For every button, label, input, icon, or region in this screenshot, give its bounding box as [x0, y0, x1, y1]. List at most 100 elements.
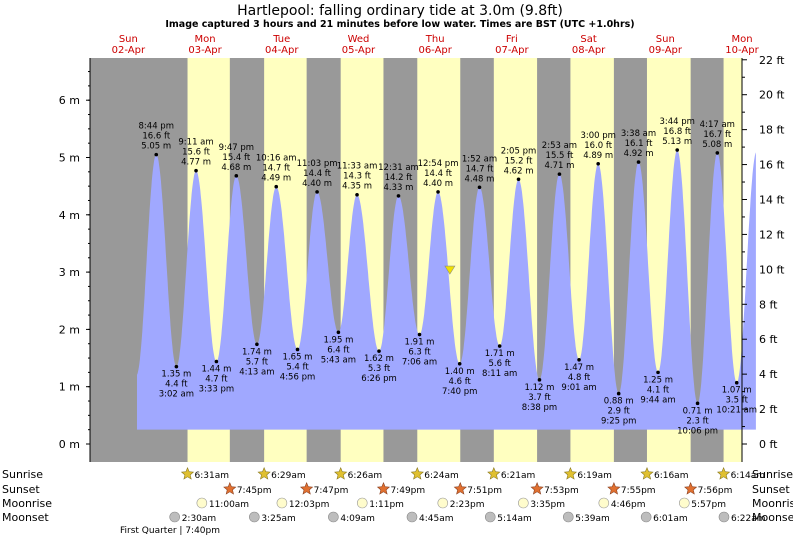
tide-label: 15.4 ft: [222, 153, 250, 163]
tide-label: 4.49 m: [261, 174, 291, 184]
moonrise-time: 5:57pm: [691, 500, 726, 510]
tide-label: 1.91 m: [405, 338, 435, 348]
moonset-time: 3:25am: [261, 514, 296, 524]
sunrise-icon: [640, 467, 654, 480]
tide-point: [355, 192, 359, 197]
row-label-right: Moonset: [752, 511, 793, 524]
tide-label: 3:02 am: [159, 390, 194, 400]
sunset-icon: [376, 482, 391, 495]
tide-point: [656, 370, 660, 375]
tide-label: 5.13 m: [662, 137, 692, 147]
sunrise-icon: [257, 467, 271, 480]
tide-point: [537, 378, 542, 382]
tide-label: 1.07 m: [722, 386, 752, 396]
right-tick-label: 4 ft: [759, 368, 778, 381]
tide-label: 2.9 ft: [607, 407, 630, 417]
tide-point: [396, 194, 401, 198]
tide-label: 16.1 ft: [625, 139, 653, 149]
tide-label: 4.6 ft: [448, 377, 471, 387]
tide-label: 6.3 ft: [408, 348, 431, 358]
day-name: Mon: [731, 34, 752, 45]
tide-point: [596, 162, 600, 166]
moonset-icon: [484, 511, 496, 523]
sunset-time: 7:53pm: [544, 486, 579, 496]
tide-label: 4.8 ft: [568, 373, 591, 383]
sunrise-icon: [410, 467, 424, 480]
tide-label: 8:44 pm: [139, 122, 174, 132]
right-tick-label: 0 ft: [759, 438, 778, 451]
tide-point: [497, 344, 502, 348]
moonrise-icon: [437, 497, 449, 509]
tide-point: [695, 401, 700, 406]
tide-label: 15.5 ft: [546, 151, 574, 161]
sunset-time: 7:55pm: [621, 486, 656, 496]
tide-point: [715, 151, 720, 155]
tide-label: 6.4 ft: [327, 345, 350, 355]
row-label-left: Sunrise: [2, 468, 43, 481]
chart-subtitle: Image captured 3 hours and 21 minutes be…: [165, 19, 634, 30]
day-date: 10-Apr: [725, 45, 759, 56]
sunrise-time: 6:24am: [424, 471, 459, 481]
tide-label: 5.4 ft: [286, 362, 309, 372]
moonrise-icon: [276, 497, 288, 509]
tide-label: 14.3 ft: [343, 172, 371, 182]
left-tick-label: 1 m: [59, 381, 80, 394]
sunrise-time: 6:19am: [577, 471, 612, 481]
tide-label: 3:00 pm: [580, 131, 615, 141]
tide-point: [616, 391, 621, 396]
moonset-icon: [249, 511, 260, 523]
tide-label: 1.44 m: [201, 364, 231, 374]
tide-label: 12:31 am: [378, 163, 419, 173]
moonset-time: 5:39am: [575, 514, 610, 524]
tide-label: 14.2 ft: [385, 173, 413, 183]
tide-label: 14.4 ft: [424, 169, 452, 179]
tide-label: 0.88 m: [604, 397, 634, 407]
tide-label: 1.12 m: [525, 383, 555, 393]
tide-label: 3.5 ft: [726, 396, 749, 406]
tide-label: 4.71 m: [544, 161, 574, 171]
sunrise-time: 6:16am: [654, 471, 689, 481]
moonrise-icon: [356, 497, 368, 509]
right-tick-label: 20 ft: [759, 89, 785, 102]
sunrise-time: 6:14am: [731, 471, 766, 481]
row-label-left: Moonrise: [2, 497, 52, 510]
tide-label: 11:03 pm: [297, 159, 338, 169]
sunset-time: 7:56pm: [698, 486, 733, 496]
right-tick-label: 6 ft: [759, 333, 778, 346]
tide-label: 6:26 pm: [361, 374, 396, 384]
tide-label: 15.6 ft: [182, 148, 210, 158]
tide-point: [636, 160, 641, 164]
day-name: Mon: [195, 34, 216, 45]
tide-label: 1.40 m: [445, 367, 475, 377]
tide-label: 5.6 ft: [488, 359, 511, 369]
tide-label: 4:17 am: [700, 120, 735, 130]
tide-point: [255, 342, 259, 347]
tide-point: [377, 349, 381, 353]
sunrise-icon: [563, 467, 578, 480]
tide-label: 1.71 m: [485, 349, 515, 359]
tide-point: [734, 380, 739, 385]
tide-point: [417, 332, 422, 337]
sunset-icon: [684, 482, 698, 495]
tide-point: [194, 168, 198, 173]
tide-label: 4.89 m: [583, 151, 613, 161]
day-date: 02-Apr: [112, 45, 146, 56]
tide-label: 4.33 m: [384, 183, 414, 193]
row-label-right: Moonrise: [752, 497, 793, 510]
tide-label: 3.7 ft: [528, 393, 551, 403]
left-tick-label: 0 m: [59, 438, 80, 451]
moonrise-time: 2:23pm: [450, 500, 485, 510]
day-name: Tue: [272, 34, 290, 45]
tide-point: [457, 361, 462, 366]
sunset-time: 7:47pm: [314, 486, 349, 496]
row-label-left: Moonset: [2, 511, 49, 524]
tide-label: 15.2 ft: [505, 156, 533, 166]
left-tick-label: 4 m: [59, 209, 80, 222]
row-label-right: Sunset: [752, 483, 790, 496]
tide-label: 4.4 ft: [165, 380, 188, 390]
tide-label: 4:56 pm: [280, 372, 315, 382]
day-headers: Sun02-AprMon03-AprTue04-AprWed05-AprThu0…: [112, 34, 760, 56]
day-date: 06-Apr: [418, 45, 452, 56]
tide-label: 3:33 pm: [199, 384, 234, 394]
